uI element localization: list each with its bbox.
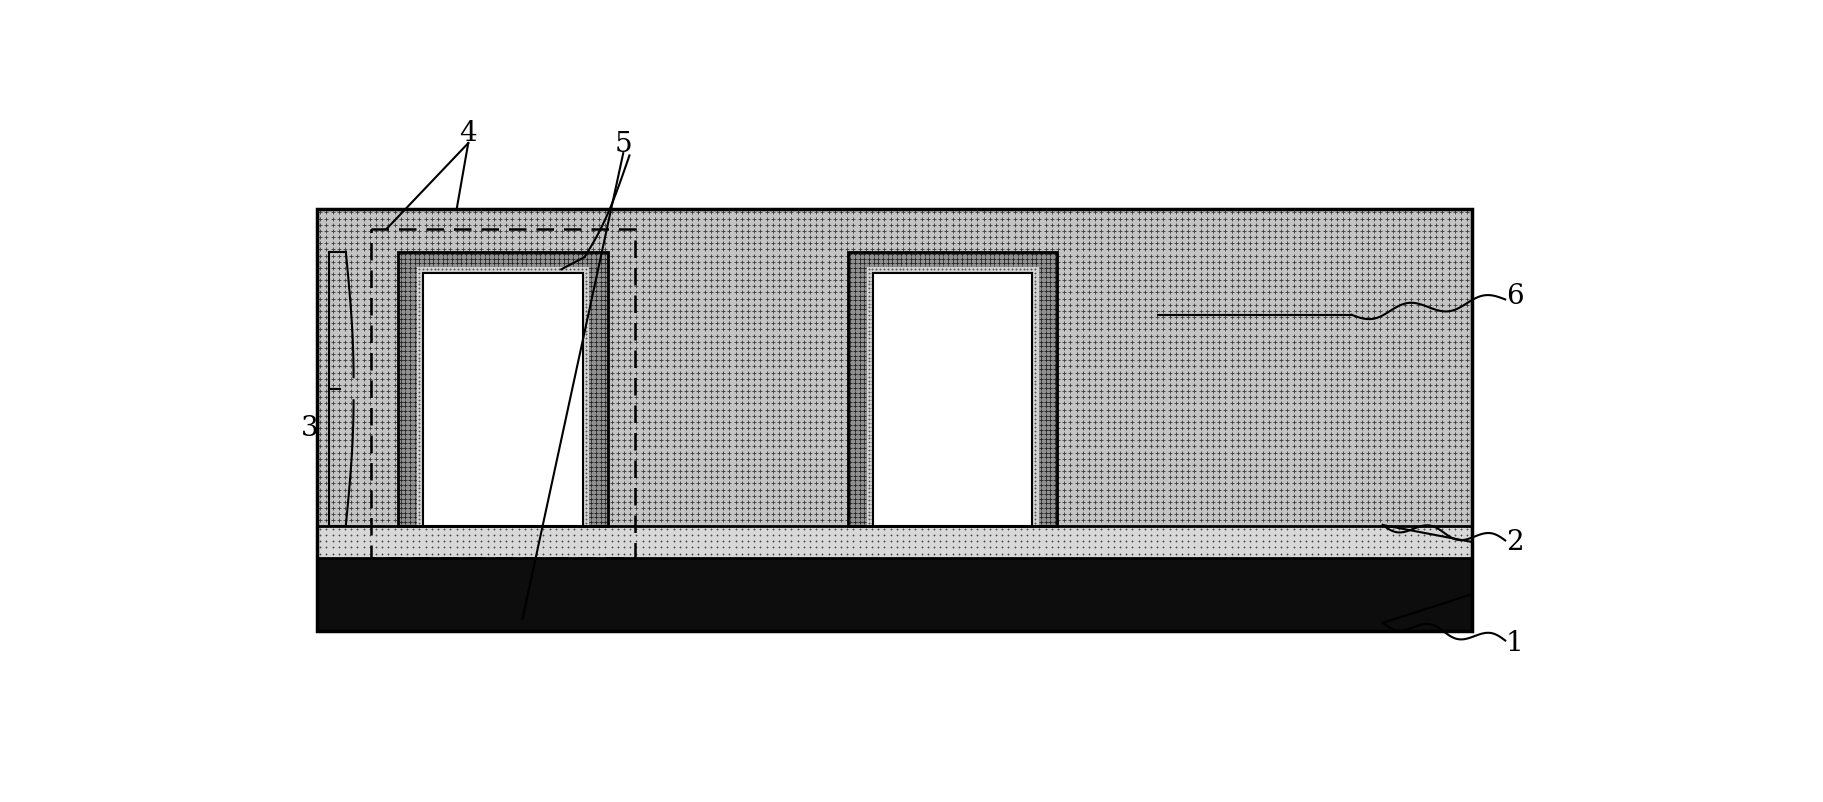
- Bar: [423, 274, 583, 526]
- Text: 5: 5: [614, 131, 633, 157]
- Bar: [317, 210, 1471, 526]
- Bar: [317, 210, 1471, 631]
- Bar: [848, 253, 1057, 526]
- Text: 2: 2: [1504, 529, 1522, 556]
- Bar: [848, 253, 1057, 526]
- Text: 3: 3: [301, 415, 317, 442]
- Bar: [372, 229, 634, 558]
- Bar: [397, 253, 607, 526]
- Text: 6: 6: [1504, 283, 1522, 310]
- Bar: [417, 268, 589, 526]
- Text: 1: 1: [1504, 629, 1522, 656]
- Bar: [317, 558, 1471, 631]
- Bar: [317, 526, 1471, 558]
- Bar: [397, 253, 607, 526]
- Bar: [873, 274, 1032, 526]
- Bar: [873, 274, 1032, 526]
- Bar: [866, 268, 1037, 526]
- Text: 4: 4: [459, 119, 478, 147]
- Bar: [423, 274, 583, 526]
